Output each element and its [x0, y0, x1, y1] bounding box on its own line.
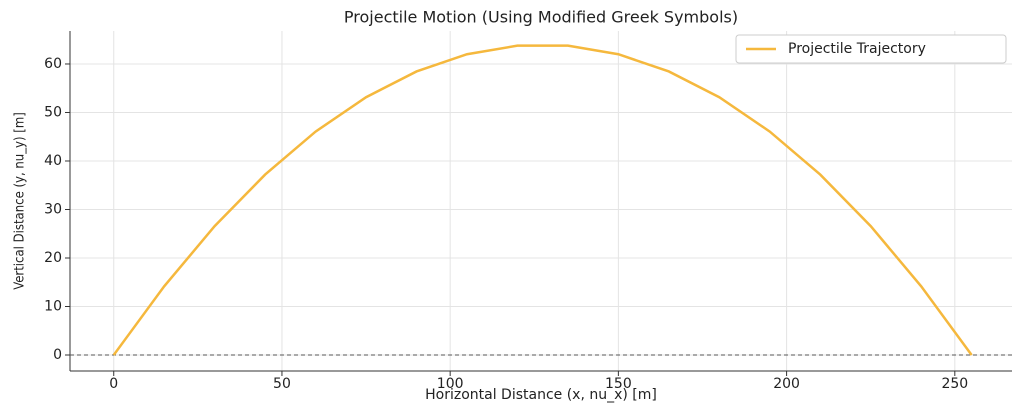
y-axis-label: Vertical Distance (y, nu_y) [m] — [13, 112, 28, 290]
x-axis-label: Horizontal Distance (x, nu_x) [m] — [425, 387, 657, 403]
y-tick-label: 20 — [44, 250, 62, 266]
x-tick-label: 250 — [941, 376, 968, 392]
x-tick-label: 150 — [605, 376, 632, 392]
x-tick-label: 0 — [109, 376, 118, 392]
y-tick-label: 0 — [53, 347, 62, 363]
x-tick-label: 100 — [437, 376, 464, 392]
y-tick-label: 30 — [44, 201, 62, 217]
x-tick-label: 50 — [273, 376, 291, 392]
x-tick-label: 200 — [773, 376, 800, 392]
y-tick-label: 40 — [44, 153, 62, 169]
chart-title: Projectile Motion (Using Modified Greek … — [344, 8, 738, 27]
y-tick-label: 60 — [44, 56, 62, 72]
y-tick-label: 50 — [44, 104, 62, 120]
legend-box — [735, 34, 1007, 64]
legend-label: Projectile Trajectory — [788, 41, 926, 57]
series-line — [112, 44, 973, 356]
y-tick-label: 10 — [44, 298, 62, 314]
